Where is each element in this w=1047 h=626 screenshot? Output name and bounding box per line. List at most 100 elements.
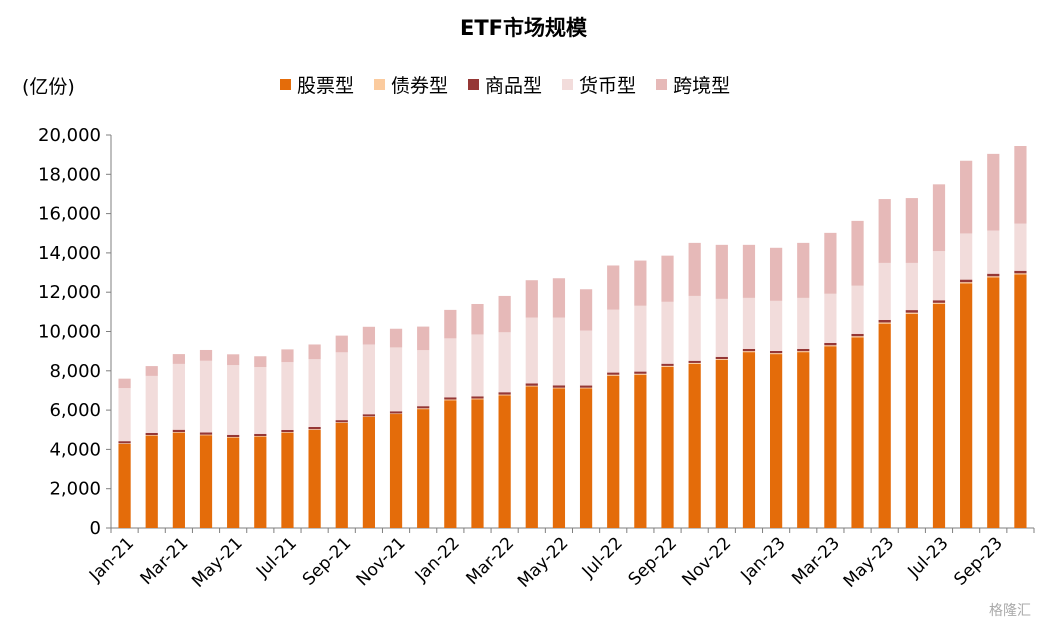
x-tick-label: Jul-22 [578,533,627,582]
bar-segment-4-Feb-21 [145,366,158,376]
bar-segment-1-May-22 [552,387,566,389]
bar-segment-2-Jul-23 [932,300,946,303]
bar-segment-1-Mar-21 [172,432,185,433]
bar-segment-4-Aug-22 [634,260,647,306]
bar-segment-0-May-23 [878,323,891,528]
bar-segment-3-May-23 [878,262,891,320]
bar-segment-3-Oct-22 [688,295,701,361]
bar-segment-1-Apr-21 [199,434,213,436]
bar-segment-0-Mar-21 [172,432,185,528]
legend-label-4: 跨境型 [673,75,731,97]
bar-segment-4-Dec-21 [417,326,430,351]
x-tick-label: Jan-23 [737,533,790,586]
bar-segment-3-Aug-21 [308,359,321,427]
bar-segment-4-Apr-23 [851,220,864,286]
bar-segment-3-Sep-23 [987,230,1000,274]
chart-title: ETF市场规模 [459,16,587,40]
bar-segment-4-Dec-22 [742,244,756,298]
bar-segment-0-Feb-23 [797,352,810,528]
bar-segment-1-Aug-21 [308,429,321,430]
bar-segment-3-Feb-22 [471,334,484,397]
bar-segment-1-Sep-21 [335,422,348,423]
y-tick-label: 12,000 [38,282,101,303]
y-tick-label: 4,000 [49,439,101,460]
x-tick-label: May-21 [188,533,246,591]
bar-segment-0-Mar-22 [498,395,511,528]
bar-segment-4-Oct-23 [1014,146,1027,224]
bar-segment-2-Jan-23 [769,350,783,354]
bar-segment-2-Aug-21 [308,426,321,430]
bar-segment-1-Nov-21 [389,413,403,415]
legend-label-2: 商品型 [485,75,543,97]
y-tick-label: 18,000 [38,164,101,185]
bar-segment-0-Oct-21 [362,416,376,528]
x-tick-label: Jul-23 [904,533,953,582]
bar-segment-2-Nov-21 [389,411,403,414]
bar-segment-0-Jan-21 [118,443,131,528]
bar-segment-4-Jun-21 [254,356,267,368]
bar-segment-2-Dec-21 [417,406,430,409]
bar-segment-1-Feb-22 [471,398,484,400]
bar-segment-3-Dec-22 [742,297,756,349]
bar-segment-4-Nov-21 [389,328,403,348]
bar-segment-0-Jul-23 [932,303,946,528]
x-tick-label: Jan-22 [411,533,464,586]
legend-swatch-2 [468,79,480,90]
bar-segment-2-Mar-22 [498,392,511,395]
bar-segment-3-May-21 [227,365,240,435]
bar-segment-4-Sep-22 [661,255,674,302]
bar-segment-2-Jun-21 [254,433,267,437]
x-tick-label: Mar-23 [788,533,844,589]
bar-segment-3-May-22 [552,317,566,386]
bar-segment-1-May-21 [227,437,240,438]
bar-segment-4-Jun-23 [905,198,918,263]
legend-item-0: 股票型 [280,71,354,98]
bar-segment-0-Jul-21 [281,432,294,528]
bar-segment-2-Apr-22 [525,383,538,386]
bar-segment-2-Oct-21 [362,414,376,417]
x-tick-label: Nov-21 [353,533,410,590]
x-tick-label: Sep-21 [299,533,355,589]
bar-segment-0-Dec-21 [417,409,430,528]
bar-segment-1-Mar-23 [824,345,837,347]
bar-segment-2-Jul-21 [281,429,294,433]
y-tick-label: 0 [90,518,101,539]
x-tick-label: Sep-22 [625,533,681,589]
bar-segment-0-Feb-22 [471,399,484,528]
bar-segment-0-Feb-21 [145,435,158,528]
bar-segment-3-Apr-22 [525,317,538,384]
bar-segment-1-May-23 [878,322,891,324]
x-tick-label: May-22 [514,533,572,591]
bar-segment-4-Jan-21 [118,378,131,389]
bar-segment-4-Jul-23 [932,184,946,252]
bar-segment-3-Jul-22 [607,309,620,373]
bar-segment-3-Jan-21 [118,388,131,442]
bar-segment-0-Aug-21 [308,429,321,528]
legend-swatch-1 [374,79,386,90]
bar-segment-4-Jun-22 [579,289,593,331]
bar-segment-3-Apr-21 [199,360,213,433]
bar-segment-4-May-23 [878,199,891,263]
bar-segment-2-May-22 [552,385,566,388]
legend-swatch-0 [280,79,291,90]
bar-segment-2-Feb-23 [797,348,810,352]
y-tick-label: 20,000 [38,125,101,146]
bar-segment-2-Apr-21 [199,432,213,435]
legend-label-0: 股票型 [297,75,355,97]
bar-segment-4-Oct-22 [688,242,701,296]
bar-segment-1-Jul-21 [281,432,294,433]
bar-segment-4-Jul-22 [607,265,620,310]
legend-item-4: 跨境型 [656,71,730,98]
bar-segment-0-Jun-21 [254,436,267,528]
legend-swatch-4 [656,79,668,90]
x-tick-label: Mar-22 [462,533,518,589]
x-tick-label: Jul-21 [252,533,301,582]
bar-segment-1-Sep-22 [661,365,674,367]
y-tick-label: 2,000 [49,479,101,500]
bar-segment-3-Feb-21 [145,375,158,433]
bar-segment-3-Sep-22 [661,301,674,364]
bar-segment-2-Feb-21 [145,432,158,436]
bar-segment-2-Jun-23 [905,310,918,313]
bar-segment-4-Mar-21 [172,354,185,364]
